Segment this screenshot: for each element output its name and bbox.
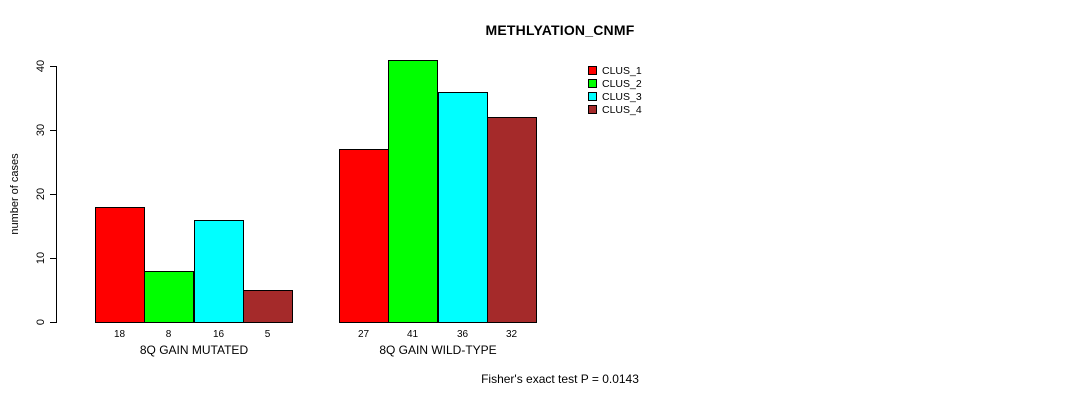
chart-title: METHLYATION_CNMF: [485, 22, 635, 38]
y-axis-tick: [50, 322, 56, 323]
y-axis-tick: [50, 66, 56, 67]
legend-label: CLUS_4: [602, 103, 642, 116]
bar-clus_2-group1: [144, 271, 194, 323]
y-axis-tick-label: 20: [35, 187, 47, 201]
group-label-2: 8Q GAIN WILD-TYPE: [379, 343, 497, 357]
bar-clus_4-group2: [487, 117, 537, 323]
y-axis-tick-label: 30: [35, 123, 47, 137]
bar-clus_1-group2: [339, 149, 389, 323]
bar-value-label: 18: [113, 329, 126, 340]
y-axis-tick-label: 40: [35, 59, 47, 73]
legend-item-clus_1: CLUS_1: [588, 64, 642, 77]
fisher-test-annotation: Fisher's exact test P = 0.0143: [481, 372, 639, 386]
bar-clus_4-group1: [243, 290, 293, 323]
legend-swatch-icon: [588, 79, 597, 88]
y-axis-title: number of cases: [9, 153, 21, 235]
bar-value-label: 36: [456, 329, 469, 340]
y-axis-line: [56, 66, 57, 323]
legend-swatch-icon: [588, 66, 597, 75]
bar-value-label: 8: [165, 329, 172, 340]
y-axis-tick: [50, 258, 56, 259]
legend-label: CLUS_1: [602, 64, 642, 77]
group-label-1: 8Q GAIN MUTATED: [139, 343, 249, 357]
bar-clus_1-group1: [95, 207, 145, 323]
bar-clus_3-group2: [438, 92, 488, 323]
bar-value-label: 32: [505, 329, 518, 340]
legend-swatch-icon: [588, 92, 597, 101]
legend-item-clus_3: CLUS_3: [588, 90, 642, 103]
bar-value-label: 41: [406, 329, 419, 340]
legend-swatch-icon: [588, 105, 597, 114]
legend-item-clus_4: CLUS_4: [588, 103, 642, 116]
bar-value-label: 5: [264, 329, 271, 340]
legend-label: CLUS_3: [602, 90, 642, 103]
y-axis-tick: [50, 130, 56, 131]
legend-label: CLUS_2: [602, 77, 642, 90]
bar-clus_2-group2: [388, 60, 438, 323]
y-axis-tick: [50, 194, 56, 195]
y-axis-tick-label: 10: [35, 251, 47, 265]
bar-clus_3-group1: [194, 220, 244, 323]
legend-item-clus_2: CLUS_2: [588, 77, 642, 90]
bar-value-label: 16: [212, 329, 225, 340]
legend: CLUS_1 CLUS_2 CLUS_3 CLUS_4: [588, 64, 642, 116]
y-axis-tick-label: 0: [35, 318, 47, 326]
bar-value-label: 27: [357, 329, 370, 340]
